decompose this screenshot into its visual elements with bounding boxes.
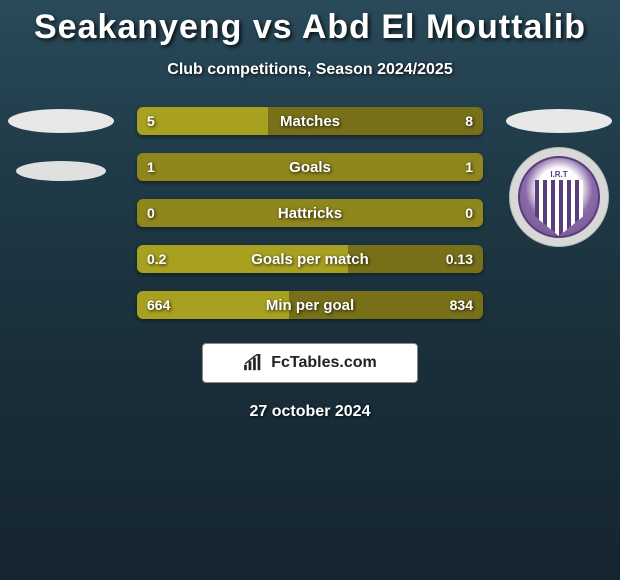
stat-value-left: 1 [147,153,155,181]
stat-value-right: 0.13 [446,245,473,273]
avatar-placeholder-top [8,109,114,133]
subtitle: Club competitions, Season 2024/2025 [0,61,620,79]
page-title: Seakanyeng vs Abd El Mouttalib [0,0,620,47]
brand-chart-icon [243,354,265,372]
avatar-placeholder-bottom [16,161,106,181]
right-player-avatar: I.R.T [502,109,616,247]
stat-label: Hattricks [137,199,483,227]
club-badge-stripes [535,180,583,236]
stat-label: Goals [137,153,483,181]
club-badge-text: I.R.T [520,170,598,179]
stat-label: Goals per match [137,245,483,273]
stat-value-right: 1 [465,153,473,181]
stat-value-left: 0 [147,199,155,227]
stat-bars: Matches5 8 Goals1 1 Hattricks0 0 Goals per mat… [137,107,483,319]
stat-label: Min per goal [137,291,483,319]
stat-row: Goals per match0.2 0.13 [137,245,483,273]
stat-row: Matches5 8 [137,107,483,135]
club-badge: I.R.T [509,147,609,247]
club-badge-ring: I.R.T [518,156,600,238]
stat-value-left: 664 [147,291,170,319]
brand-badge: FcTables.com [202,343,418,383]
left-player-avatar [4,109,118,181]
stat-value-right: 0 [465,199,473,227]
stat-label: Matches [137,107,483,135]
stat-value-right: 8 [465,107,473,135]
avatar-placeholder-top [506,109,612,133]
stat-value-left: 0.2 [147,245,166,273]
stat-row: Hattricks0 0 [137,199,483,227]
stat-value-right: 834 [450,291,473,319]
stat-row: Goals1 1 [137,153,483,181]
brand-text: FcTables.com [271,354,377,372]
stat-row: Min per goal664 834 [137,291,483,319]
date-text: 27 october 2024 [0,403,620,421]
comparison-panel: I.R.T Matches5 8 Goals1 1 Hattricks0 0 Goals p… [0,107,620,421]
stat-value-left: 5 [147,107,155,135]
